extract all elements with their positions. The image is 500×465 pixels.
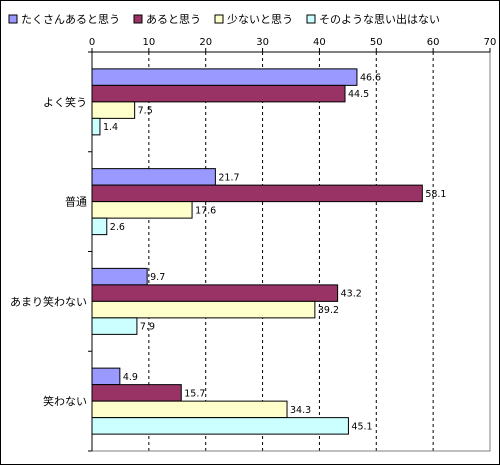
bar-4-2 xyxy=(91,384,182,402)
x-tick-label-60: 60 xyxy=(427,37,440,48)
bar-3-2 xyxy=(91,284,339,302)
x-tick-label-50: 50 xyxy=(370,37,383,48)
bar-2-3 xyxy=(91,201,193,219)
data-label-2-1: 21.7 xyxy=(218,172,239,183)
x-tick-label-20: 20 xyxy=(199,37,212,48)
legend-label-2: あると思う xyxy=(146,13,201,26)
legend-swatch-4 xyxy=(306,14,316,24)
category-label-4: 笑わない xyxy=(43,394,87,408)
bar-3-3 xyxy=(91,300,316,319)
bar-3-1 xyxy=(91,267,148,286)
bar-4-1 xyxy=(91,367,121,386)
x-tick-label-30: 30 xyxy=(256,37,269,48)
bar-2-2 xyxy=(91,184,423,203)
legend-label-3: 少ないと思う xyxy=(227,13,293,26)
bar-1-3 xyxy=(91,101,136,119)
legend-label-1: たくさんあると思う xyxy=(21,13,120,26)
data-label-1-3: 7.5 xyxy=(138,106,153,117)
data-label-1-1: 46.6 xyxy=(360,73,381,84)
legend-swatch-2 xyxy=(133,14,143,24)
data-label-4-3: 34.3 xyxy=(290,405,311,416)
x-tick-label-70: 70 xyxy=(484,37,497,48)
x-tick-label-40: 40 xyxy=(313,37,326,48)
data-label-2-3: 17.6 xyxy=(195,205,216,216)
legend: たくさんあると思う あると思う 少ないと思う そのような思い出はない xyxy=(8,12,440,26)
bar-1-1 xyxy=(91,68,358,86)
legend-label-4: そのような思い出はない xyxy=(319,12,440,26)
bar-1-2 xyxy=(91,84,346,103)
bar-4-4 xyxy=(91,417,349,435)
data-label-3-3: 39.2 xyxy=(318,305,339,316)
bar-4-3 xyxy=(91,400,288,419)
x-tick-label-10: 10 xyxy=(142,37,155,48)
data-label-3-2: 43.2 xyxy=(341,289,362,300)
data-label-2-2: 58.1 xyxy=(425,189,446,200)
legend-swatch-3 xyxy=(214,14,224,24)
data-label-1-4: 1.4 xyxy=(103,122,118,133)
data-label-4-4: 45.1 xyxy=(351,421,372,432)
data-label-4-1: 4.9 xyxy=(123,372,138,383)
x-tick-label-0: 0 xyxy=(89,37,95,48)
data-label-3-1: 9.7 xyxy=(150,272,165,283)
bar-3-4 xyxy=(91,317,138,335)
category-label-2: 普通 xyxy=(65,195,87,209)
data-label-3-4: 7.9 xyxy=(140,322,155,333)
data-label-2-4: 2.6 xyxy=(110,222,125,233)
bar-2-1 xyxy=(91,168,216,186)
bar-1-4 xyxy=(91,117,101,136)
data-label-4-2: 15.7 xyxy=(184,388,205,399)
category-label-1: よく笑う xyxy=(43,95,87,109)
category-label-3: あまり笑わない xyxy=(10,294,87,308)
legend-swatch-1 xyxy=(8,14,18,24)
bar-2-4 xyxy=(91,217,108,236)
data-label-1-2: 44.5 xyxy=(348,89,369,100)
